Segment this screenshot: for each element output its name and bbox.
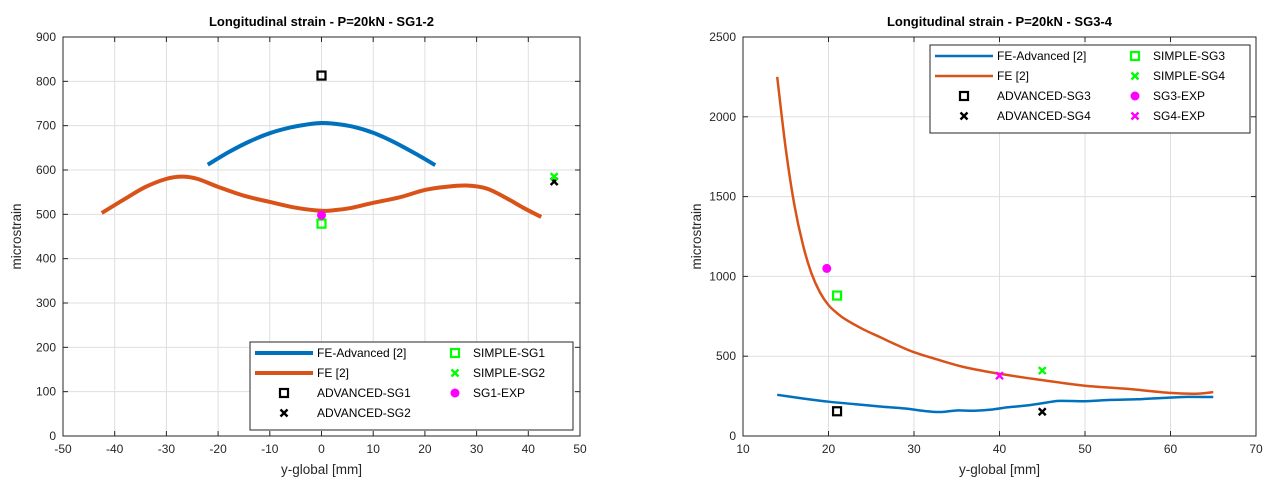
legend-swatch-simple-sg1	[449, 347, 461, 359]
legend-swatch-sg3-exp	[1130, 91, 1140, 101]
x-tick-label: -20	[209, 442, 227, 456]
legend-swatch-simple-sg3	[1129, 50, 1141, 62]
data-point-advanced-sg1	[316, 70, 327, 81]
data-point-advanced-sg3	[831, 406, 843, 417]
x-axis-label: y-global [mm]	[959, 462, 1040, 477]
series-line-fe-2	[775, 76, 1214, 395]
chart-title: Longitudinal strain - P=20kN - SG3-4	[887, 14, 1113, 29]
legend-label-fe-advanced-2: FE-Advanced [2]	[317, 346, 406, 360]
y-tick-label: 800	[36, 74, 56, 88]
legend-label-advanced-sg2: ADVANCED-SG2	[317, 406, 411, 420]
y-tick-label: 2500	[709, 30, 736, 44]
legend-label-sg3-exp: SG3-EXP	[1153, 89, 1205, 103]
axes-box	[742, 36, 1257, 437]
x-tick-label: 40	[993, 442, 1007, 456]
legend-label-simple-sg4: SIMPLE-SG4	[1153, 69, 1225, 83]
x-tick-label: 40	[522, 442, 536, 456]
legend-label-simple-sg1: SIMPLE-SG1	[473, 346, 545, 360]
axes-box	[62, 36, 581, 437]
x-tick-label: 30	[470, 442, 484, 456]
y-axis-label: microstrain	[689, 203, 704, 269]
legend-label-fe-2: FE [2]	[997, 69, 1029, 83]
legend-label-advanced-sg4: ADVANCED-SG4	[997, 109, 1091, 123]
data-point-simple-sg4	[1037, 366, 1047, 375]
x-tick-label: -40	[106, 442, 124, 456]
x-tick-label: -50	[54, 442, 72, 456]
legend-label-advanced-sg3: ADVANCED-SG3	[997, 89, 1091, 103]
y-tick-label: 1500	[709, 190, 736, 204]
legend-label-sg4-exp: SG4-EXP	[1153, 109, 1205, 123]
series-line-fe-advanced-2	[777, 393, 1214, 414]
y-tick-label: 500	[716, 349, 736, 363]
data-point-simple-sg3	[831, 290, 843, 301]
chart-title: Longitudinal strain - P=20kN - SG1-2	[209, 14, 434, 29]
legend: FE-Advanced [2] FE [2] ADVANCED-SG3 ADVANCE…	[929, 44, 1251, 134]
legend-label-simple-sg3: SIMPLE-SG3	[1153, 49, 1225, 63]
data-point-simple-sg2	[549, 172, 559, 181]
legend-label-fe-advanced-2: FE-Advanced [2]	[997, 49, 1086, 63]
legend-swatch-advanced-sg3	[958, 90, 970, 102]
data-point-sg4-exp	[995, 371, 1004, 381]
legend-box	[249, 341, 574, 431]
x-tick-label: 10	[736, 442, 750, 456]
series-line-fe-advanced-2	[206, 120, 437, 167]
legend-swatch-advanced-sg2	[279, 408, 289, 418]
y-tick-label: 100	[36, 385, 56, 399]
y-tick-label: 700	[36, 119, 56, 133]
y-tick-label: 500	[36, 207, 56, 221]
legend-label-simple-sg2: SIMPLE-SG2	[473, 366, 545, 380]
x-tick-label: 60	[1164, 442, 1178, 456]
legend-swatch-simple-sg2	[450, 368, 460, 378]
x-tick-label: 0	[318, 442, 325, 456]
chart-2: 10 20 30 40 50 60 70 0 500 1000 1500 2000 2500 Longit…	[689, 14, 1263, 477]
x-axis-label: y-global [mm]	[281, 462, 362, 477]
data-point-advanced-sg4	[1037, 407, 1047, 417]
y-tick-label: 300	[36, 296, 56, 310]
data-point-sg1-exp	[317, 210, 326, 220]
series-line-fe-2	[100, 174, 543, 219]
legend-swatch-sg4-exp	[1130, 111, 1140, 121]
chart-1: -50 -40 -30 -20 -10 0 10 20 30 40 5001002003004005…	[9, 14, 587, 477]
legend-swatch-sg1-exp	[450, 388, 460, 398]
legend-swatch-advanced-sg4	[959, 111, 969, 121]
y-tick-label: 1000	[709, 269, 736, 283]
legend: FE-Advanced [2] FE [2] ADVANCED-SG1 ADVANCE…	[249, 341, 574, 431]
x-tick-label: 30	[907, 442, 921, 456]
legend-swatch-simple-sg4	[1130, 71, 1140, 81]
x-tick-label: 70	[1249, 442, 1263, 456]
y-tick-label: 0	[729, 429, 736, 443]
x-tick-label: 20	[822, 442, 836, 456]
legend-label-fe-2: FE [2]	[317, 366, 349, 380]
legend-label-sg1-exp: SG1-EXP	[473, 386, 525, 400]
y-tick-label: 200	[36, 340, 56, 354]
legend-label-advanced-sg1: ADVANCED-SG1	[317, 386, 411, 400]
y-tick-label: 400	[36, 252, 56, 266]
x-tick-label: -10	[261, 442, 279, 456]
data-point-sg3-exp	[822, 263, 832, 273]
y-tick-label: 2000	[709, 110, 736, 124]
series-group	[100, 70, 559, 229]
y-axis-label: microstrain	[9, 203, 24, 269]
x-tick-label: 50	[1078, 442, 1092, 456]
legend-box	[929, 44, 1251, 134]
y-tick-label: 900	[36, 30, 56, 44]
x-tick-label: 50	[573, 442, 587, 456]
x-tick-label: -30	[158, 442, 176, 456]
x-tick-label: 10	[367, 442, 381, 456]
series-group	[775, 76, 1214, 417]
x-tick-label: 20	[418, 442, 432, 456]
legend-swatch-advanced-sg1	[278, 387, 290, 399]
y-tick-label: 600	[36, 163, 56, 177]
y-tick-label: 0	[49, 429, 56, 443]
